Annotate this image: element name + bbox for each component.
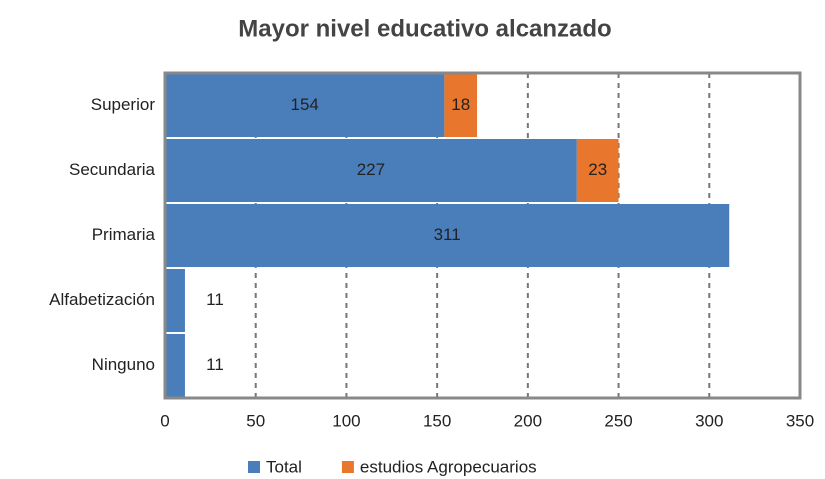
bar bbox=[444, 74, 478, 137]
bar bbox=[165, 269, 185, 332]
y-tick-label: Ninguno bbox=[92, 355, 155, 374]
data-label: 11 bbox=[206, 355, 224, 374]
y-tick-label: Secundaria bbox=[69, 160, 156, 179]
chart-title: Mayor nivel educativo alcanzado bbox=[238, 15, 611, 42]
bar bbox=[165, 74, 445, 137]
y-tick-label: Primaria bbox=[92, 225, 156, 244]
legend-swatch bbox=[248, 461, 260, 473]
plot-border bbox=[163, 71, 802, 400]
data-label: 23 bbox=[588, 160, 607, 179]
x-tick-label: 350 bbox=[786, 411, 814, 430]
bar bbox=[165, 334, 185, 397]
legend-label: estudios Agropecuarios bbox=[360, 457, 537, 476]
legend-label: Total bbox=[266, 457, 302, 476]
x-tick-label: 250 bbox=[604, 411, 632, 430]
x-tick-label: 200 bbox=[514, 411, 542, 430]
x-tick-label: 50 bbox=[246, 411, 265, 430]
data-label: 154 bbox=[291, 95, 319, 114]
x-tick-label: 0 bbox=[160, 411, 169, 430]
data-label: 311 bbox=[434, 225, 461, 244]
x-tick-label: 300 bbox=[695, 411, 723, 430]
x-tick-label: 150 bbox=[423, 411, 451, 430]
bar bbox=[165, 139, 577, 202]
data-label: 18 bbox=[451, 95, 470, 114]
y-tick-label: Superior bbox=[91, 95, 156, 114]
legend-swatch bbox=[341, 461, 354, 473]
data-label: 11 bbox=[206, 290, 224, 309]
x-tick-label: 100 bbox=[332, 411, 360, 430]
bar bbox=[576, 139, 619, 202]
y-tick-label: Alfabetización bbox=[49, 290, 155, 309]
data-label: 227 bbox=[357, 160, 385, 179]
bar bbox=[165, 204, 730, 267]
